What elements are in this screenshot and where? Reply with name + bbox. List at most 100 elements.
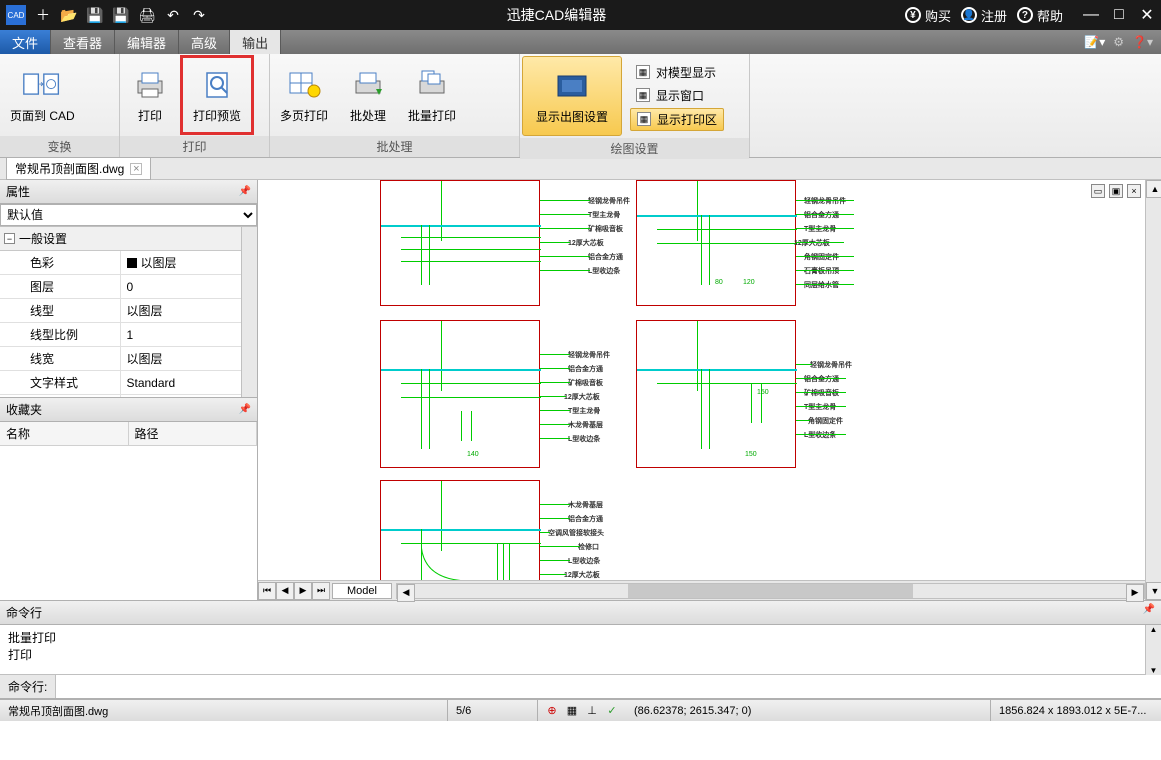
new-icon[interactable]: ＋ bbox=[34, 6, 52, 24]
buy-button[interactable]: ¥购买 bbox=[905, 6, 951, 25]
cad-label: 角钢固定件 bbox=[804, 252, 839, 262]
batch-process-label: 批处理 bbox=[350, 107, 386, 124]
cad-label: 12厚大芯板 bbox=[794, 238, 830, 248]
page-to-cad-icon bbox=[22, 67, 62, 103]
ortho-icon[interactable]: ⊥ bbox=[584, 703, 600, 719]
scroll-up-icon[interactable]: ▲ bbox=[1146, 180, 1161, 198]
command-prompt: 命令行: bbox=[0, 675, 56, 698]
buy-label: 购买 bbox=[925, 6, 951, 25]
menu-advanced[interactable]: 高级 bbox=[179, 30, 230, 54]
help-menu-icon[interactable]: ❓▾ bbox=[1132, 35, 1153, 49]
undo-icon[interactable]: ↶ bbox=[164, 6, 182, 24]
menu-editor[interactable]: 编辑器 bbox=[115, 30, 179, 54]
settings-icon[interactable]: ⚙ bbox=[1113, 35, 1124, 49]
prop-row-linetype-scale[interactable]: 线型比例1 bbox=[0, 323, 241, 347]
print-button[interactable]: 打印 bbox=[120, 55, 180, 135]
prop-row-color[interactable]: 色彩以图层 bbox=[0, 251, 241, 275]
show-plot-settings-button[interactable]: 显示出图设置 bbox=[522, 56, 622, 136]
ribbon: 页面到 CAD 变换 打印 打印预览 打印 多页打印 批处理 bbox=[0, 54, 1161, 158]
minimize-button[interactable]: — bbox=[1083, 7, 1099, 23]
page-to-cad-button[interactable]: 页面到 CAD bbox=[0, 55, 85, 135]
canvas-area: ▭ ▣ × 轻钢龙骨吊件 T型主龙骨 矿棉吸音板 12厚大芯板 铝合金方通 L型… bbox=[258, 180, 1145, 600]
command-input[interactable] bbox=[56, 677, 1161, 697]
tab-first-icon[interactable]: ⏮ bbox=[258, 582, 276, 600]
pin-icon[interactable]: 📌 bbox=[239, 404, 251, 415]
canvas-vscroll[interactable]: ▲▼ bbox=[1145, 180, 1161, 600]
prop-row-linetype[interactable]: 线型以图层 bbox=[0, 299, 241, 323]
view-close-icon[interactable]: × bbox=[1127, 184, 1141, 198]
batch-process-button[interactable]: 批处理 bbox=[338, 55, 398, 135]
cad-panel bbox=[380, 480, 540, 580]
style-icon[interactable]: 📝▾ bbox=[1084, 35, 1105, 49]
redo-icon[interactable]: ↷ bbox=[190, 6, 208, 24]
cad-label: 铝合金方通 bbox=[804, 374, 839, 384]
command-output: 批量打印 打印 bbox=[0, 625, 1145, 675]
props-default-select[interactable]: 默认值 bbox=[0, 204, 257, 226]
multi-page-label: 多页打印 bbox=[280, 107, 328, 124]
view-max-icon[interactable]: ▣ bbox=[1109, 184, 1123, 198]
scroll-down-icon[interactable]: ▼ bbox=[1146, 582, 1161, 600]
favorites-header: 收藏夹 📌 bbox=[0, 398, 257, 422]
register-button[interactable]: 👤注册 bbox=[961, 6, 1007, 25]
command-input-row: 命令行: bbox=[0, 675, 1161, 699]
cad-label: T型主龙骨 bbox=[804, 402, 836, 412]
pin-icon[interactable]: 📌 bbox=[1143, 604, 1155, 621]
close-button[interactable]: ✕ bbox=[1139, 7, 1155, 23]
tab-last-icon[interactable]: ⏭ bbox=[312, 582, 330, 600]
view-restore-icon[interactable]: ▭ bbox=[1091, 184, 1105, 198]
plot-settings-label: 显示出图设置 bbox=[536, 108, 608, 125]
maximize-button[interactable]: □ bbox=[1111, 7, 1127, 23]
print-preview-label: 打印预览 bbox=[193, 107, 241, 124]
check-display-print-area[interactable]: ▦显示打印区 bbox=[630, 108, 724, 131]
cmd-scrollbar[interactable]: ▲▼ bbox=[1145, 625, 1161, 675]
tab-next-icon[interactable]: ▶ bbox=[294, 582, 312, 600]
check-model-display[interactable]: ▦对模型显示 bbox=[630, 62, 724, 83]
command-title: 命令行 bbox=[6, 604, 42, 621]
scroll-left-icon[interactable]: ◀ bbox=[397, 584, 415, 602]
props-scrollbar[interactable] bbox=[241, 227, 257, 397]
osnap-icon[interactable]: ✓ bbox=[604, 703, 620, 719]
cmd-line: 批量打印 bbox=[8, 629, 1137, 646]
saveall-icon[interactable]: 💾 bbox=[112, 6, 130, 24]
cad-label: T型主龙骨 bbox=[588, 210, 620, 220]
pin-icon[interactable]: 📌 bbox=[239, 186, 251, 197]
model-tab[interactable]: Model bbox=[332, 583, 392, 599]
status-page: 5/6 bbox=[448, 700, 538, 721]
app-icon: CAD bbox=[6, 5, 26, 25]
cad-label: 空调风管接软接头 bbox=[548, 528, 604, 538]
tab-prev-icon[interactable]: ◀ bbox=[276, 582, 294, 600]
cad-dim: 140 bbox=[467, 451, 479, 458]
menu-output[interactable]: 输出 bbox=[230, 30, 281, 54]
print-preview-button[interactable]: 打印预览 bbox=[180, 55, 254, 135]
horizontal-scrollbar[interactable]: ◀ ▶ bbox=[396, 583, 1145, 599]
batch-print-button[interactable]: 批量打印 bbox=[398, 55, 466, 135]
help-button[interactable]: ?帮助 bbox=[1017, 6, 1063, 25]
print-icon[interactable]: 🖨 bbox=[138, 6, 156, 24]
prop-row-text-style[interactable]: 文字样式Standard bbox=[0, 371, 241, 395]
menu-viewer[interactable]: 查看器 bbox=[51, 30, 115, 54]
plot-settings-icon bbox=[552, 68, 592, 104]
open-icon[interactable]: 📂 bbox=[60, 6, 78, 24]
snap-icon[interactable]: ⊕ bbox=[544, 703, 560, 719]
scroll-right-icon[interactable]: ▶ bbox=[1126, 584, 1144, 602]
cad-label: 12厚大芯板 bbox=[564, 392, 600, 402]
favorites-title: 收藏夹 bbox=[6, 401, 42, 418]
menu-file[interactable]: 文件 bbox=[0, 30, 51, 54]
cad-label: 铝合金方通 bbox=[568, 364, 603, 374]
fav-col-path: 路径 bbox=[129, 422, 258, 445]
multi-page-print-button[interactable]: 多页打印 bbox=[270, 55, 338, 135]
prop-row-layer[interactable]: 图层0 bbox=[0, 275, 241, 299]
drawing-canvas[interactable]: ▭ ▣ × 轻钢龙骨吊件 T型主龙骨 矿棉吸音板 12厚大芯板 铝合金方通 L型… bbox=[258, 180, 1145, 580]
grid-icon[interactable]: ▦ bbox=[564, 703, 580, 719]
props-section-general[interactable]: −一般设置 bbox=[0, 227, 241, 251]
prop-row-lineweight[interactable]: 线宽以图层 bbox=[0, 347, 241, 371]
check-display-window[interactable]: ▦显示窗口 bbox=[630, 85, 724, 106]
cad-label: 石膏板吊顶 bbox=[804, 266, 839, 276]
user-icon: 👤 bbox=[961, 7, 977, 23]
close-tab-icon[interactable]: × bbox=[130, 163, 142, 175]
cad-label: L型收边条 bbox=[804, 430, 836, 440]
file-tab[interactable]: 常规吊顶剖面图.dwg × bbox=[6, 157, 151, 180]
cad-label: 铝合金方通 bbox=[568, 514, 603, 524]
save-icon[interactable]: 💾 bbox=[86, 6, 104, 24]
cad-label: 检修口 bbox=[578, 542, 599, 552]
